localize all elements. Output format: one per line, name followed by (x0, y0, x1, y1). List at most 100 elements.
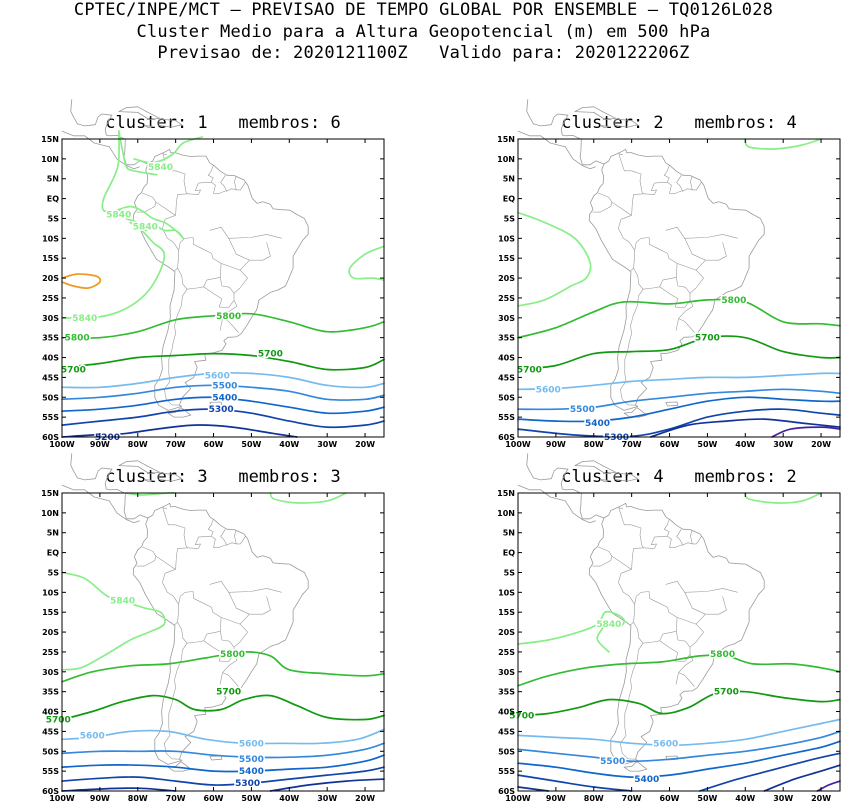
panel-2-title: cluster: 2 membros: 4 (561, 113, 797, 133)
coastline (600, 479, 609, 483)
contour-label: 5700 (517, 365, 542, 375)
contour-label: 5500 (570, 405, 595, 415)
contour-labels: 5840 5800 5700 5700 5600 5600 5500 5400 5300 (44, 595, 265, 791)
country-border (136, 546, 157, 567)
contour-label: 5840 (596, 620, 621, 630)
lat-label: 30S (42, 314, 59, 323)
lat-label: 55S (42, 767, 59, 776)
lat-label: 15S (42, 254, 59, 263)
lat-label: 10N (41, 155, 59, 164)
isoline-5200 (649, 418, 841, 438)
isoline-5840 (61, 571, 166, 671)
lat-label: 25S (498, 648, 515, 657)
isoline-5500 (517, 730, 841, 763)
state-border (665, 226, 706, 261)
lon-label: 20W (811, 440, 831, 449)
map-background (62, 139, 384, 437)
contour-label: 5700 (714, 688, 739, 698)
isoline-5700 (517, 690, 841, 717)
country-border (643, 182, 668, 195)
country-borders (136, 507, 282, 760)
country-border (162, 507, 188, 570)
lat-label: 25S (42, 294, 59, 303)
lat-label: 10N (41, 509, 59, 518)
state-border (228, 588, 282, 593)
coastline (665, 401, 679, 407)
country-border (162, 507, 167, 510)
lon-label: 40W (735, 440, 755, 449)
contour-label: 5400 (634, 775, 659, 785)
isoline-5300 (698, 752, 841, 792)
lat-label: 10S (42, 234, 59, 243)
coastline (600, 125, 609, 129)
lat-label: 40S (498, 708, 515, 717)
axis-ticks: 15N10N5NEQ5S10S15S20S25S30S35S40S45S50S5… (41, 135, 384, 449)
contour-labels: 5800 5700 5700 5600 5500 5400 5300 (515, 294, 748, 444)
country-border (178, 591, 222, 644)
country-border (634, 591, 678, 644)
country-border (207, 518, 227, 548)
isoline-5700 (517, 335, 841, 371)
map-panel-cluster-2: 5800 5700 5700 5600 5500 5400 5300 15N 10N 5N EQ 5S… (497, 99, 841, 449)
lon-label: 20W (355, 440, 375, 449)
country-border (618, 569, 635, 623)
country-border (155, 201, 176, 216)
lon-label: 40W (279, 440, 299, 449)
isoline-5840 (117, 130, 158, 176)
map-panel-cluster-4: 5840 5800 5700 5700 5600 5500 5400 15N 10N 5N EQ 5S… (497, 453, 841, 803)
country-border (618, 153, 644, 216)
lat-label: 35S (498, 688, 515, 697)
contour-label: 5300 (235, 779, 260, 789)
coastline (526, 99, 605, 166)
contour-label: 5600 (80, 731, 105, 741)
lat-label: 30S (498, 314, 515, 323)
axis-ticks: 15N10N5NEQ5S10S15S20S25S30S35S40S45S50S5… (497, 489, 840, 803)
lon-label: 60W (660, 794, 680, 803)
lat-label: 5N (503, 529, 515, 538)
country-border (162, 569, 179, 623)
lon-label: 80W (128, 440, 148, 449)
contour-label: 5700 (509, 712, 534, 722)
country-border (203, 640, 235, 662)
country-border (592, 546, 613, 567)
lat-label: EQ (503, 549, 515, 558)
contour-label: 5600 (536, 385, 561, 395)
lon-label: 50W (697, 440, 717, 449)
country-border (164, 267, 188, 406)
lat-label: 55S (42, 413, 59, 422)
coastline (118, 460, 161, 474)
contour-labels: 5840 5800 5700 5700 5600 5500 5400 (508, 619, 741, 787)
lat-label: EQ (47, 549, 59, 558)
lat-label: 55S (498, 767, 515, 776)
contour-label: 5500 (212, 381, 237, 391)
isoline-5600 (61, 728, 385, 745)
isoline-5300 (61, 408, 385, 429)
lon-label: 40W (735, 794, 755, 803)
map-frame (517, 138, 841, 438)
lon-label: 20W (811, 794, 831, 803)
isoline-5860 (61, 273, 102, 290)
isoline-5800 (61, 312, 385, 339)
country-border (592, 192, 613, 213)
contour-label: 5300 (604, 433, 629, 443)
lon-label: 100W (49, 794, 75, 803)
contour-label: 5400 (585, 419, 610, 429)
state-border (684, 588, 738, 593)
isoline-5200 (269, 778, 385, 792)
country-border (173, 621, 178, 626)
contour-label: 5800 (220, 650, 245, 660)
country-border (219, 672, 223, 685)
country-border (618, 507, 623, 510)
state-border (209, 580, 250, 615)
isoline-5840 (269, 492, 347, 504)
lat-label: 45S (42, 373, 59, 382)
lat-label: 35S (498, 334, 515, 343)
lat-label: 20S (42, 274, 59, 283)
country-border (629, 621, 634, 626)
isoline-5400 (61, 754, 385, 773)
lat-label: 55S (498, 413, 515, 422)
lat-label: 40S (42, 708, 59, 717)
country-border (220, 277, 235, 301)
contour-labels: 5840584058405840580058005700570056005500… (59, 161, 284, 444)
contour-label: 5700 (258, 350, 283, 360)
